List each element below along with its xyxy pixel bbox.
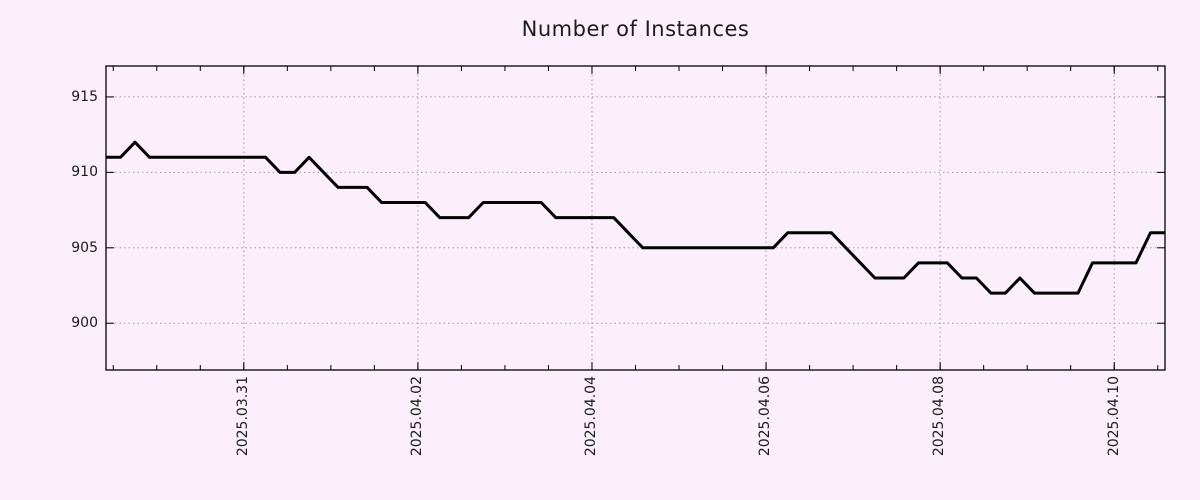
y-tick-label: 905	[71, 239, 98, 256]
chart-title: Number of Instances	[521, 17, 750, 41]
y-tick-label: 910	[71, 164, 98, 181]
y-tick-label: 915	[71, 88, 98, 105]
plot-border	[105, 65, 1166, 371]
y-tick-label: 900	[71, 315, 98, 332]
data-line	[106, 140, 1165, 295]
